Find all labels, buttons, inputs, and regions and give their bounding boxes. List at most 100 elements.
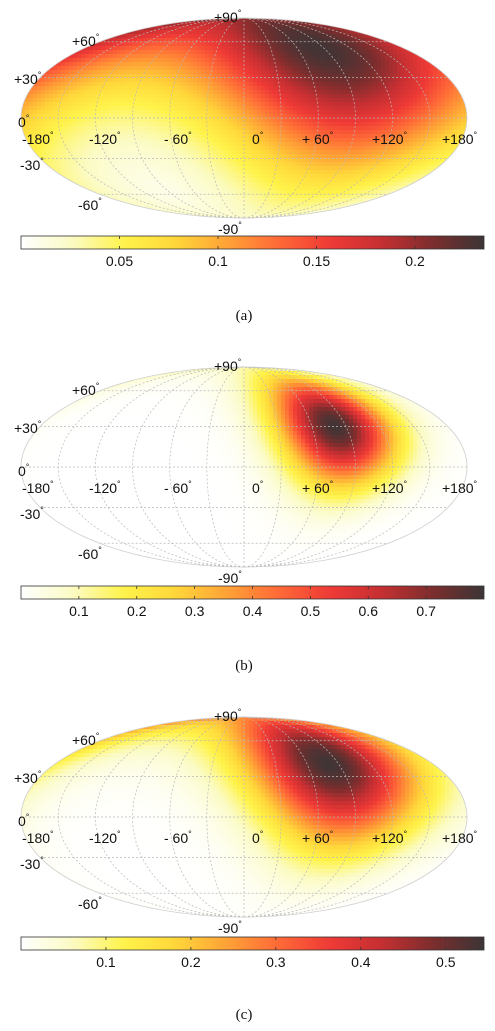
lat-tick-label: -90° xyxy=(218,569,242,586)
meridian-line xyxy=(206,17,245,219)
lat-tick-label: -30° xyxy=(20,855,44,872)
colorbar-tick-label: 0.2 xyxy=(405,253,425,269)
lat-tick-label: +60° xyxy=(72,731,100,748)
lat-tick-label: +30° xyxy=(14,769,42,786)
lat-tick-label: 0° xyxy=(18,113,30,130)
meridian-line xyxy=(243,366,356,568)
lon-tick-label: 0° xyxy=(252,130,264,147)
meridian-line xyxy=(243,366,394,568)
lon-tick-label: + 60° xyxy=(302,479,334,496)
lat-tick-label: +90° xyxy=(214,8,242,25)
lon-tick-label: - 60° xyxy=(164,130,192,147)
lon-tick-label: +180° xyxy=(442,829,478,846)
meridian-line xyxy=(132,17,245,219)
panel-b: +90° +60° +30° 0° -30° -60° -90° -180° -120° - 60… xyxy=(14,357,485,674)
panel-caption: (a) xyxy=(236,308,253,324)
colorbar-tick-label: 0.05 xyxy=(106,253,133,269)
meridian-line xyxy=(243,17,319,219)
meridian-line xyxy=(206,716,245,918)
meridian-line xyxy=(206,366,245,568)
heatmap-field xyxy=(21,18,467,218)
lat-tick-label: +30° xyxy=(14,70,42,87)
lon-tick-label: + 60° xyxy=(302,130,334,147)
lon-tick-label: - 60° xyxy=(164,829,192,846)
colorbar-gradient xyxy=(20,936,485,951)
lon-tick-label: -180° xyxy=(22,829,54,846)
lat-tick-label: -30° xyxy=(20,505,44,522)
lon-tick-label: -180° xyxy=(22,479,54,496)
graticule xyxy=(21,17,467,219)
meridian-line xyxy=(243,716,356,918)
meridian-line xyxy=(243,716,282,918)
lat-tick-label: -60° xyxy=(78,895,102,912)
lon-tick-label: -120° xyxy=(89,479,121,496)
colorbar-tick-label: 0.3 xyxy=(185,603,205,619)
meridian-line xyxy=(94,366,245,568)
lon-tick-label: - 60° xyxy=(164,479,192,496)
meridian-line xyxy=(169,366,245,568)
colorbar-tick-label: 0.2 xyxy=(127,603,147,619)
map-outline xyxy=(20,17,468,219)
meridian-line xyxy=(243,17,282,219)
lat-tick-label: +30° xyxy=(14,419,42,436)
lon-tick-label: +120° xyxy=(372,479,408,496)
meridian-line xyxy=(243,17,356,219)
meridian-line xyxy=(243,716,319,918)
meridian-line xyxy=(94,716,245,918)
lon-tick-label: +180° xyxy=(442,479,478,496)
meridian-line xyxy=(94,17,245,219)
lon-tick-label: +120° xyxy=(372,130,408,147)
meridian-line xyxy=(57,366,245,568)
colorbar-tick-label: 0.3 xyxy=(266,954,286,970)
lon-tick-label: + 60° xyxy=(302,829,334,846)
lat-tick-label: -60° xyxy=(78,545,102,562)
meridian-line xyxy=(132,716,245,918)
lat-tick-label: -90° xyxy=(218,919,242,936)
meridian-line xyxy=(243,17,394,219)
colorbar-tick-label: 0.5 xyxy=(436,954,456,970)
colorbar-tick-label: 0.4 xyxy=(351,954,371,970)
colorbar-tick-label: 0.2 xyxy=(181,954,201,970)
graticule xyxy=(21,716,467,918)
meridian-line xyxy=(169,716,245,918)
colorbar: 0.05 0.1 0.15 0.2 xyxy=(20,235,485,269)
graticule xyxy=(21,366,467,568)
meridian-line xyxy=(243,17,431,219)
lon-tick-label: 0° xyxy=(252,479,264,496)
colorbar-tick-label: 0.7 xyxy=(416,603,436,619)
panel-c: +90° +60° +30° 0° -30° -60° -90° -180° -120° - 60… xyxy=(14,707,485,1023)
panel-a: +90° +60° +30° 0° -30° -60° -90° -180° -120° - 60… xyxy=(14,8,485,324)
lon-tick-label: -180° xyxy=(22,130,54,147)
lat-tick-label: +90° xyxy=(214,707,242,724)
colorbar: 0.1 0.2 0.3 0.4 0.5 xyxy=(20,936,485,970)
heatmap-field xyxy=(21,717,467,917)
lon-tick-label: +180° xyxy=(442,130,478,147)
colorbar-tick-label: 0.15 xyxy=(303,253,330,269)
lon-tick-label: 0° xyxy=(252,829,264,846)
lat-tick-label: -90° xyxy=(218,220,242,237)
meridian-line xyxy=(169,17,245,219)
colorbar-tick-label: 0.4 xyxy=(243,603,263,619)
meridian-line xyxy=(57,716,245,918)
colorbar-tick-label: 0.1 xyxy=(208,253,228,269)
colorbar-tick-label: 0.1 xyxy=(96,954,116,970)
colorbar: 0.1 0.2 0.3 0.4 0.5 0.6 0.7 xyxy=(20,585,485,619)
colorbar-tick-label: 0.6 xyxy=(359,603,379,619)
lon-tick-label: -120° xyxy=(89,829,121,846)
lat-tick-label: -30° xyxy=(20,156,44,173)
meridian-line xyxy=(243,366,431,568)
lat-tick-label: +90° xyxy=(214,357,242,374)
colorbar-gradient xyxy=(20,235,485,250)
panel-caption: (c) xyxy=(236,1007,253,1023)
meridian-line xyxy=(57,17,245,219)
colorbar-tick-label: 0.1 xyxy=(69,603,89,619)
lat-tick-label: 0° xyxy=(18,462,30,479)
panel-caption: (b) xyxy=(235,658,253,674)
lat-tick-label: 0° xyxy=(18,812,30,829)
lat-tick-label: +60° xyxy=(72,381,100,398)
meridian-line xyxy=(132,366,245,568)
lon-tick-label: -120° xyxy=(89,130,121,147)
meridian-line xyxy=(243,716,431,918)
map-outline xyxy=(20,366,468,568)
